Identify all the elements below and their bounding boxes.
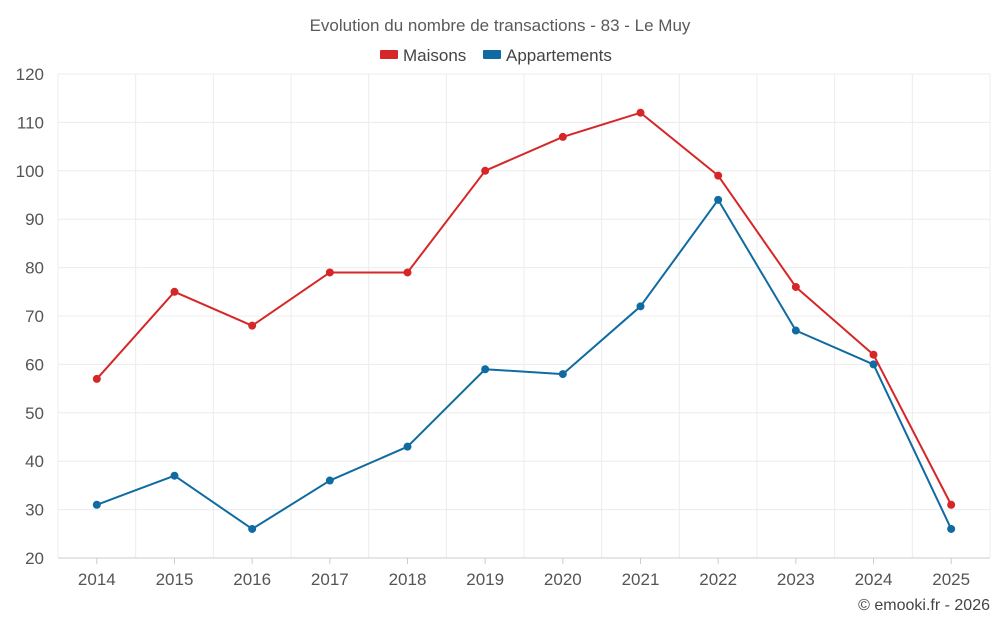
data-point[interactable] bbox=[947, 500, 956, 509]
series-appartements bbox=[92, 195, 956, 533]
data-point[interactable] bbox=[791, 282, 800, 291]
x-tick-label: 2020 bbox=[544, 570, 582, 589]
data-point[interactable] bbox=[481, 166, 490, 175]
legend-swatch bbox=[483, 50, 501, 59]
y-tick-label: 70 bbox=[25, 307, 44, 326]
legend-item-appartements[interactable]: Appartements bbox=[483, 46, 612, 65]
data-point[interactable] bbox=[947, 524, 956, 533]
y-tick-label: 40 bbox=[25, 452, 44, 471]
y-tick-label: 50 bbox=[25, 404, 44, 423]
data-point[interactable] bbox=[714, 171, 723, 180]
data-point[interactable] bbox=[403, 268, 412, 277]
axes: 20 30 40 50 60 70 80 90 100 110 120 2014 2015 2016 201… bbox=[16, 65, 990, 589]
series-line bbox=[96, 111, 953, 506]
legend-item-maisons[interactable]: Maisons bbox=[380, 46, 466, 65]
y-tick-label: 80 bbox=[25, 259, 44, 278]
y-tick-label: 30 bbox=[25, 501, 44, 520]
grid bbox=[57, 73, 991, 558]
x-tick-label: 2018 bbox=[389, 570, 427, 589]
data-point[interactable] bbox=[791, 326, 800, 335]
x-tick-label: 2017 bbox=[311, 570, 349, 589]
y-tick-label: 90 bbox=[25, 210, 44, 229]
data-point[interactable] bbox=[869, 360, 878, 369]
x-tick-label: 2015 bbox=[156, 570, 194, 589]
y-tick-label: 20 bbox=[25, 549, 44, 568]
x-tick-label: 2021 bbox=[622, 570, 660, 589]
y-tick-label: 60 bbox=[25, 355, 44, 374]
x-tick-label: 2014 bbox=[78, 570, 116, 589]
data-point[interactable] bbox=[636, 302, 645, 311]
data-point[interactable] bbox=[170, 287, 179, 296]
data-point[interactable] bbox=[403, 442, 412, 451]
y-tick-label: 110 bbox=[17, 113, 44, 132]
x-tick-label: 2025 bbox=[932, 570, 970, 589]
data-point[interactable] bbox=[170, 471, 179, 480]
y-tick-label: 120 bbox=[16, 65, 44, 84]
x-tick-label: 2022 bbox=[699, 570, 737, 589]
series-line bbox=[96, 198, 953, 530]
data-point[interactable] bbox=[869, 350, 878, 359]
x-tick-label: 2023 bbox=[777, 570, 815, 589]
credit-text: © emooki.fr - 2026 bbox=[858, 597, 990, 614]
data-point[interactable] bbox=[481, 365, 490, 374]
data-point[interactable] bbox=[714, 195, 723, 204]
series bbox=[92, 108, 956, 533]
chart-title: Evolution du nombre de transactions - 83… bbox=[310, 16, 691, 35]
y-tick-label: 100 bbox=[16, 162, 44, 181]
data-point[interactable] bbox=[248, 524, 257, 533]
data-point[interactable] bbox=[636, 108, 645, 117]
x-tick-label: 2024 bbox=[855, 570, 893, 589]
data-point[interactable] bbox=[325, 268, 334, 277]
data-point[interactable] bbox=[325, 476, 334, 485]
data-point[interactable] bbox=[558, 370, 567, 379]
legend-label: Maisons bbox=[403, 46, 466, 65]
x-tick-label: 2019 bbox=[466, 570, 504, 589]
legend[interactable]: Maisons Appartements bbox=[380, 46, 612, 65]
x-tick-label: 2016 bbox=[233, 570, 271, 589]
data-point[interactable] bbox=[248, 321, 257, 330]
data-point[interactable] bbox=[92, 374, 101, 383]
legend-swatch bbox=[380, 50, 398, 59]
legend-label: Appartements bbox=[506, 46, 612, 65]
series-maisons bbox=[92, 108, 956, 509]
data-point[interactable] bbox=[92, 500, 101, 509]
data-point[interactable] bbox=[558, 132, 567, 141]
